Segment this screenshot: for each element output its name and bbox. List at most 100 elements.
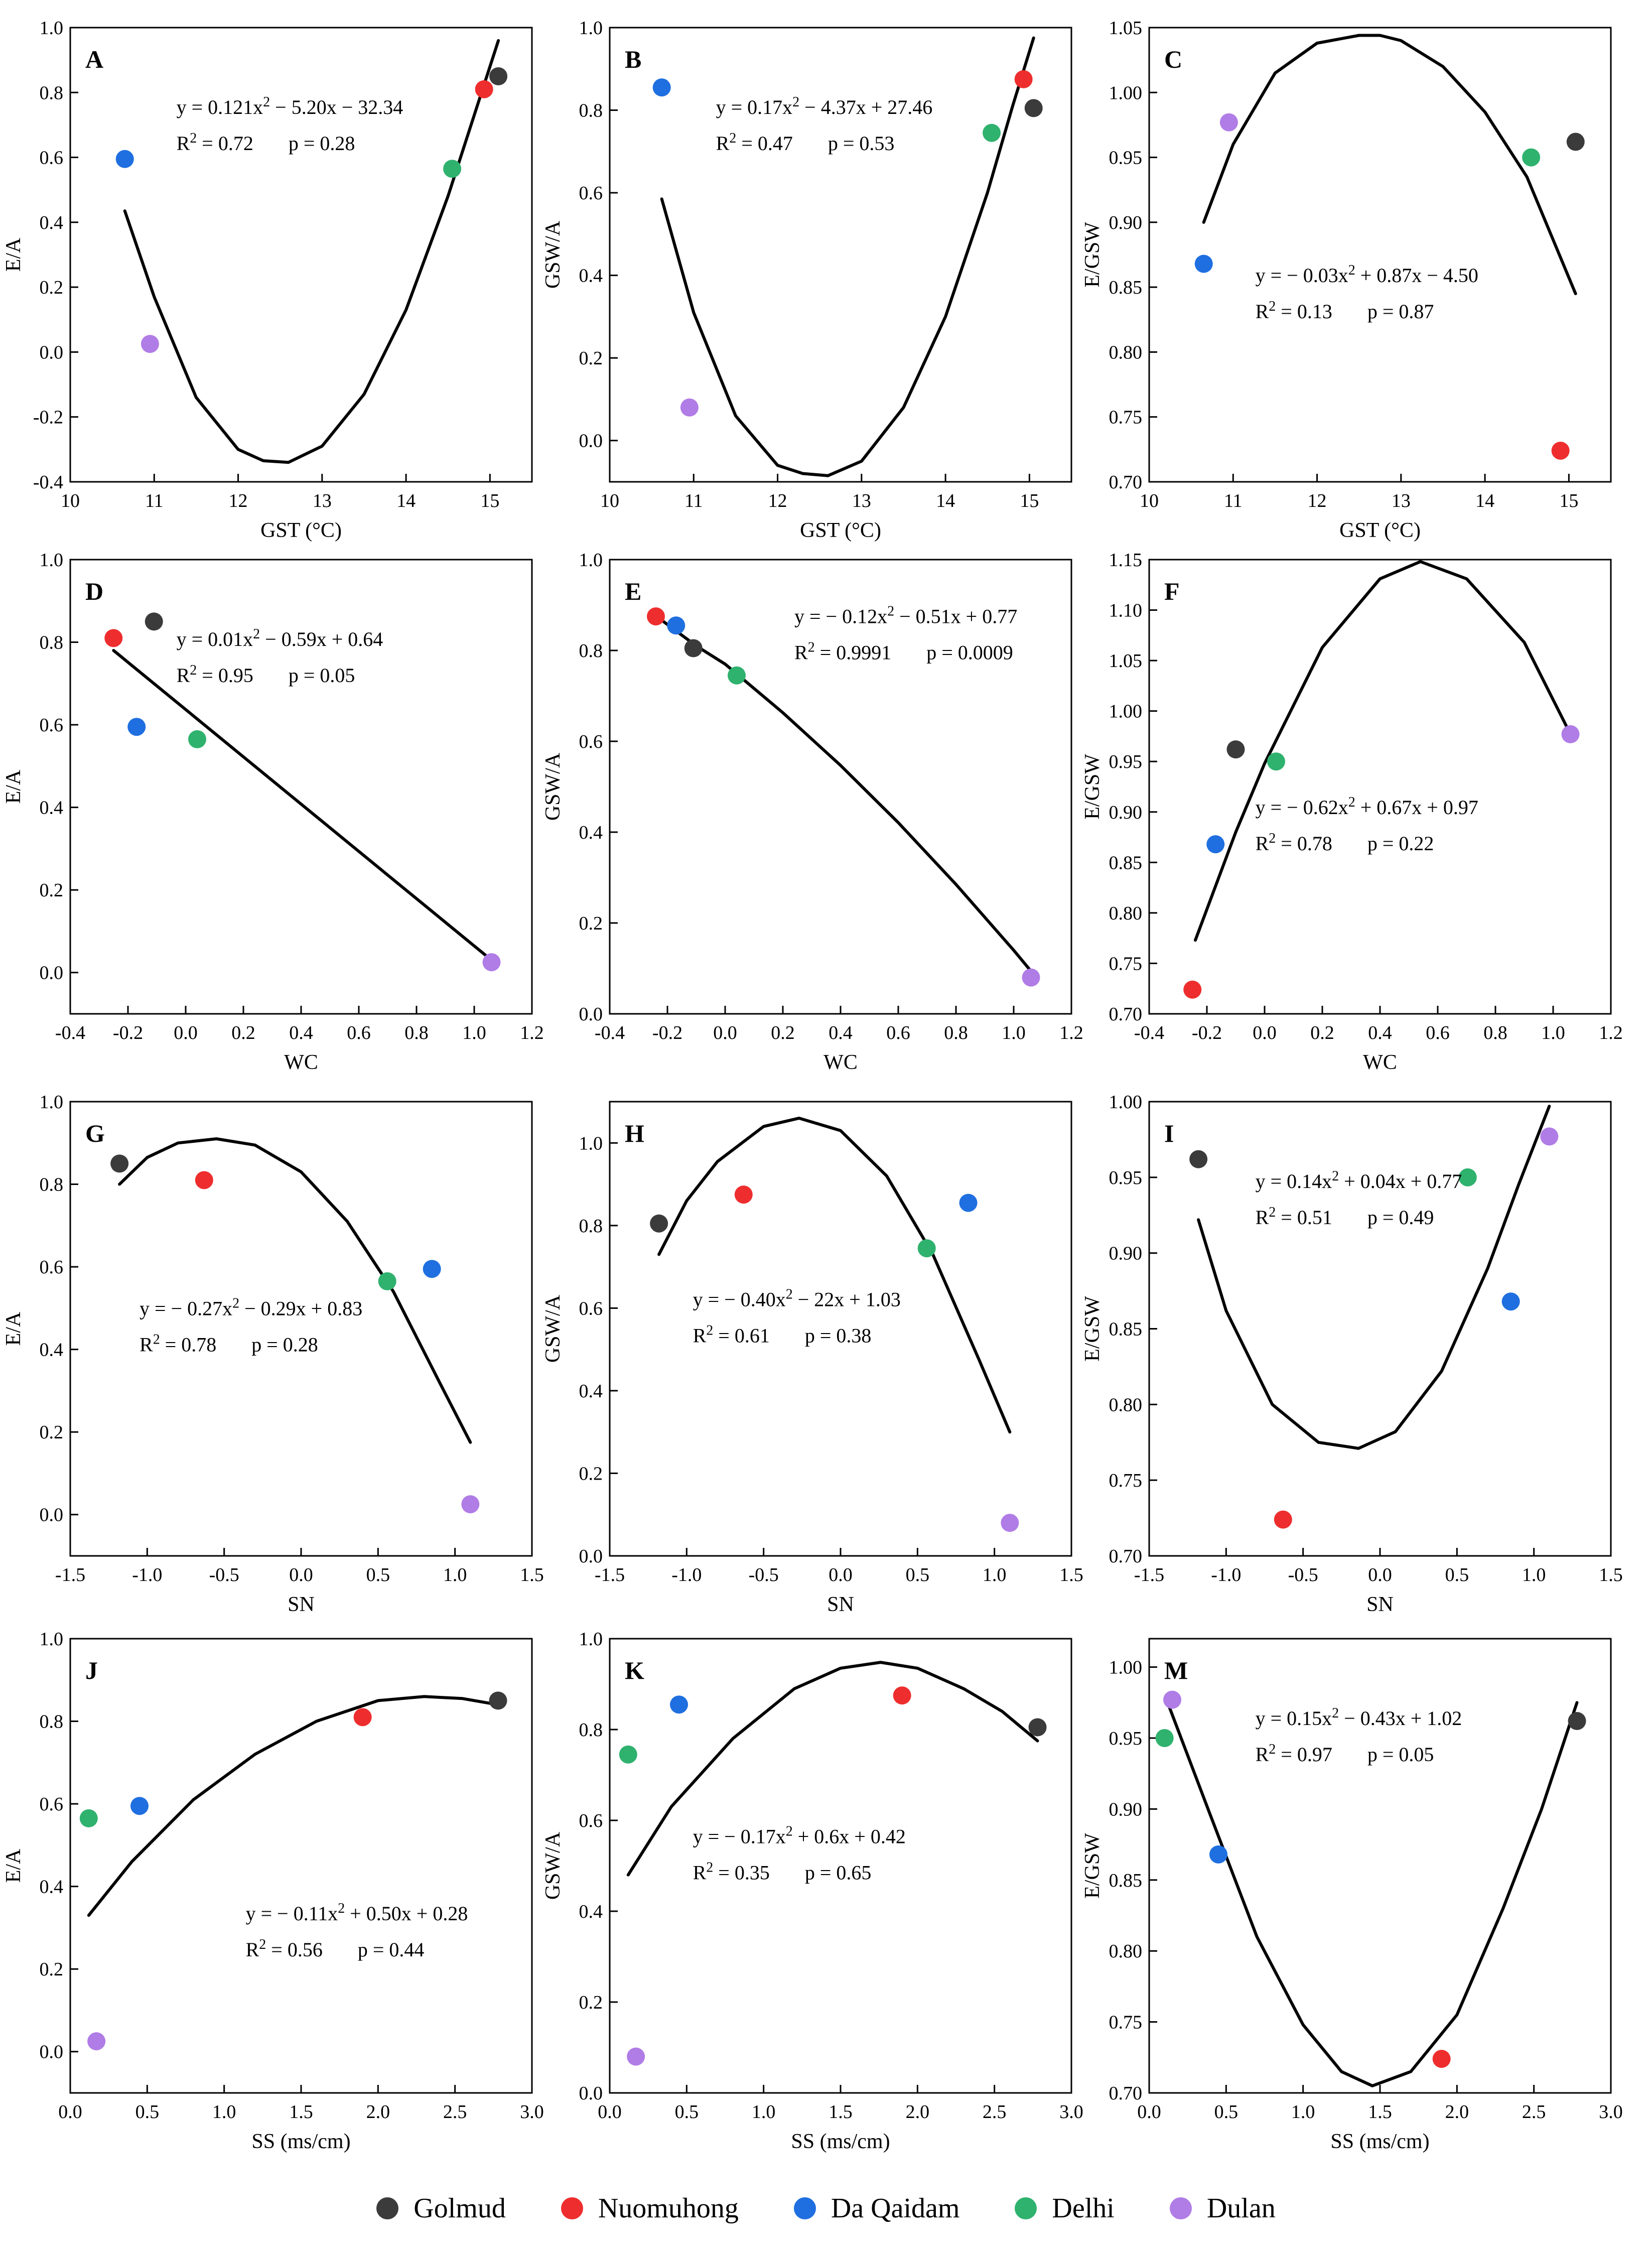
point-golmud (684, 639, 703, 657)
panel-letter: H (625, 1119, 644, 1147)
point-nuomuhong (475, 80, 493, 98)
x-tick-label: 0.6 (886, 1022, 910, 1043)
x-tick-label: 0.5 (135, 2101, 160, 2123)
x-tick-label: 1.2 (1059, 1022, 1083, 1043)
fit-statistics: R2 = 0.13 p = 0.87 (1256, 298, 1434, 323)
y-tick-label: -0.4 (33, 472, 63, 493)
x-axis-label: GST (°C) (1339, 519, 1421, 542)
fit-equation: y = − 0.11x2 + 0.50x + 0.28 (246, 1901, 468, 1925)
x-tick-label: 1.5 (520, 1564, 544, 1585)
x-tick-label: 11 (684, 490, 703, 511)
x-tick-label: -0.2 (1192, 1022, 1222, 1043)
x-tick-label: 15 (480, 490, 499, 511)
x-tick-label: 0.5 (906, 1564, 930, 1585)
y-tick-label: 0.90 (1109, 1243, 1143, 1264)
panel-letter: M (1164, 1656, 1188, 1684)
y-tick-label: 1.0 (579, 1133, 603, 1154)
point-dulan (482, 953, 501, 972)
point-delhi (1267, 752, 1285, 771)
fit-equation: y = 0.17x2 − 4.37x + 27.46 (716, 94, 933, 118)
point-nuomuhong (1183, 980, 1202, 999)
point-golmud (1568, 1712, 1586, 1731)
y-tick-label: 0.70 (1109, 2083, 1143, 2104)
fit-statistics: R2 = 0.9991 p = 0.0009 (794, 639, 1013, 664)
x-tick-label: 0.2 (231, 1022, 255, 1043)
legend-marker-golmud (376, 2197, 399, 2219)
point-delhi (378, 1272, 396, 1290)
y-tick-label: 1.0 (40, 550, 64, 571)
point-da-qaidam (959, 1194, 978, 1212)
x-tick-label: 1.0 (752, 2101, 776, 2123)
x-tick-label: 0.0 (713, 1022, 737, 1043)
point-da-qaidam (1206, 835, 1225, 854)
point-golmud (1566, 133, 1585, 151)
x-tick-label: 12 (229, 490, 248, 511)
fit-statistics: R2 = 0.78 p = 0.28 (140, 1332, 318, 1356)
y-tick-label: 1.0 (40, 1092, 64, 1113)
fit-equation: y = − 0.03x2 + 0.87x − 4.50 (1256, 262, 1478, 287)
y-tick-label: -0.2 (33, 407, 63, 428)
y-tick-label: 0.95 (1109, 1728, 1143, 1749)
x-tick-label: 14 (1475, 490, 1494, 511)
x-tick-label: 3.0 (1599, 2101, 1623, 2123)
panel-letter: B (625, 45, 641, 73)
y-tick-label: 0.90 (1109, 212, 1143, 233)
panel-letter: D (85, 577, 103, 605)
point-da-qaidam (115, 150, 134, 168)
panel-letter: A (85, 45, 103, 73)
point-dulan (1219, 113, 1238, 131)
x-tick-label: 12 (1308, 490, 1327, 511)
x-axis-label: WC (1363, 1051, 1397, 1074)
legend-label-golmud: Golmud (414, 2193, 506, 2224)
panel-j: 0.0 0.5 1.0 1.5 2.0 2.5 3.0 0.0 0.2 0.4 0.6 0.8 1.0 S… (2, 1629, 544, 2153)
x-tick-label: 13 (852, 490, 871, 511)
point-nuomuhong (1551, 441, 1570, 460)
legend-item-delhi: Delhi (1015, 2192, 1115, 2224)
legend-item-nuomuhong: Nuomuhong (561, 2192, 739, 2224)
plot-frame (1148, 559, 1612, 1015)
plot-frame (69, 1638, 533, 2094)
y-tick-label: 1.15 (1109, 550, 1143, 571)
y-tick-label: 0.4 (40, 1340, 64, 1361)
x-tick-label: 2.5 (443, 2101, 467, 2123)
point-dulan (1561, 725, 1580, 743)
x-tick-label: 0.0 (58, 2101, 82, 2123)
x-tick-label: -0.5 (749, 1564, 779, 1585)
x-tick-label: 0.4 (289, 1022, 313, 1043)
point-golmud (1189, 1150, 1208, 1168)
x-tick-label: 1.5 (1368, 2101, 1392, 2123)
point-golmud (489, 67, 508, 85)
point-nuomuhong (1432, 2050, 1451, 2068)
y-tick-label: 1.05 (1109, 18, 1143, 39)
x-tick-label: 1.0 (212, 2101, 236, 2123)
x-tick-label: 0.4 (829, 1022, 853, 1043)
x-axis-label: SN (827, 1593, 854, 1616)
panel-d: -0.4 -0.2 0.0 0.2 0.4 0.6 0.8 1.0 1.2 0.0 0.2 0.4 0.… (2, 550, 544, 1074)
point-da-qaidam (670, 1695, 688, 1714)
point-nuomuhong (104, 629, 123, 647)
y-axis-label: E/A (2, 769, 25, 804)
y-tick-label: 0.4 (579, 1901, 603, 1922)
fit-curve (87, 1695, 500, 1917)
y-tick-label: 0.4 (40, 212, 64, 233)
fit-curve (1194, 560, 1572, 942)
panel-letter: K (625, 1656, 644, 1684)
legend-marker-delhi (1015, 2197, 1037, 2219)
fit-equation: y = − 0.40x2 − 22x + 1.03 (693, 1286, 901, 1311)
y-axis-label: E/GSW (1081, 754, 1104, 820)
x-tick-label: 0.2 (771, 1022, 795, 1043)
x-axis-label: WC (823, 1051, 858, 1074)
y-tick-label: 1.0 (579, 550, 603, 571)
point-da-qaidam (127, 718, 146, 736)
y-tick-label: 0.2 (579, 1463, 603, 1484)
x-tick-label: 15 (1559, 490, 1578, 511)
fit-equation: y = 0.01x2 − 0.59x + 0.64 (177, 626, 383, 650)
fit-statistics: R2 = 0.51 p = 0.49 (1256, 1204, 1434, 1229)
y-tick-label: 0.75 (1109, 953, 1143, 974)
point-da-qaidam (1501, 1292, 1520, 1311)
x-tick-label: 0.0 (829, 1564, 853, 1585)
y-tick-label: 0.80 (1109, 1941, 1143, 1962)
fit-equation: y = 0.15x2 − 0.43x + 1.02 (1256, 1705, 1462, 1730)
x-axis-label: SN (1366, 1593, 1394, 1616)
y-axis-label: E/A (2, 1311, 25, 1346)
